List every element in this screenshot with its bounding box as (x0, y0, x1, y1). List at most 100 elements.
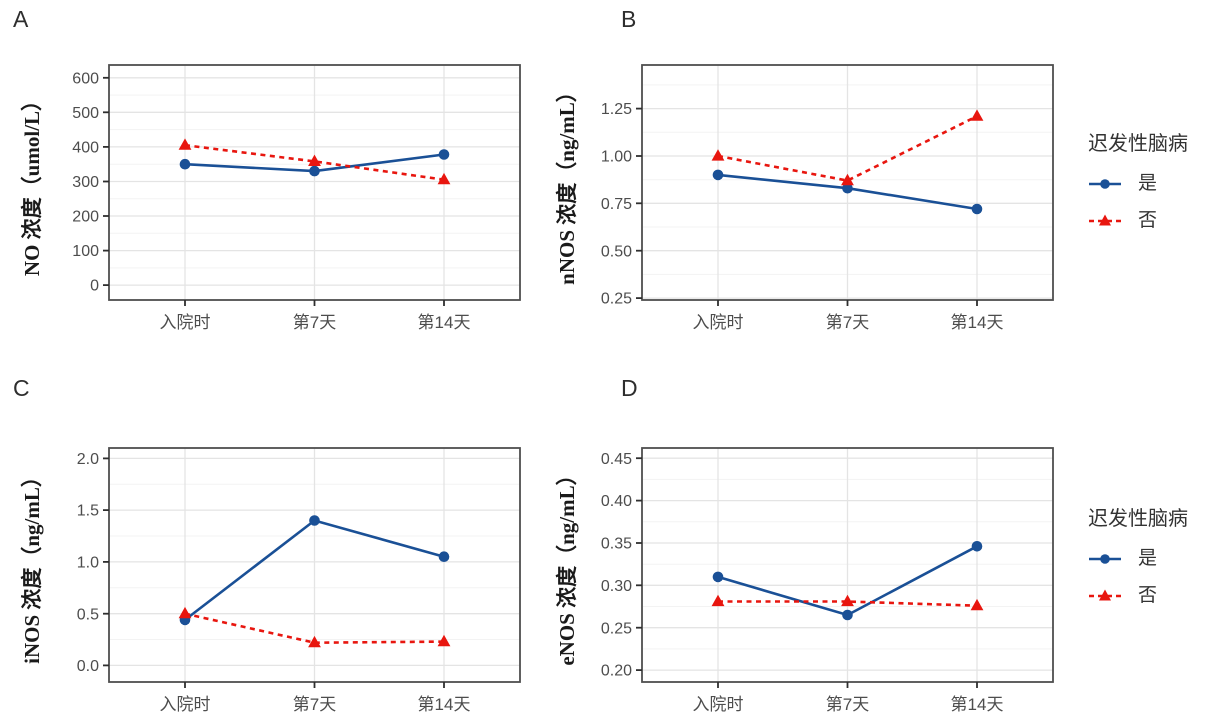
x-tick-label: 第14天 (418, 695, 471, 714)
chart-panel-a: 0 100 200 300 400 500 600 入院时 第7天 第14天 (72, 64, 521, 332)
data-point-circle (712, 571, 724, 583)
data-point-triangle (841, 173, 854, 186)
chart-panel-c: 0.0 0.5 1.0 1.5 2.0 入院时 第7天 第14天 (77, 447, 521, 714)
y-tick-label: 200 (72, 209, 99, 226)
data-point-triangle (970, 109, 984, 121)
data-point-circle (842, 182, 853, 194)
yes-series-key-icon (1089, 554, 1121, 564)
data-point-triangle (308, 154, 321, 166)
legend-top: 迟发性脑病 是 否 (1088, 131, 1220, 247)
y-axis-ticks: 0.0 0.5 1.0 1.5 2.0 (77, 451, 109, 675)
y-tick-label: 0.20 (601, 663, 632, 680)
data-point-triangle (711, 594, 725, 607)
data-point-triangle (437, 634, 451, 647)
data-point-circle (438, 149, 450, 160)
x-axis-ticks: 入院时 第7天 第14天 (693, 682, 1004, 714)
series-yes (179, 149, 450, 177)
gridlines-major (109, 65, 520, 300)
y-tick-label: 0.40 (601, 493, 632, 510)
panel-letter-a: A (13, 6, 29, 32)
y-tick-label: 2.0 (77, 451, 99, 468)
no-series-key-icon (1089, 589, 1121, 601)
y-tick-label: 0.0 (77, 658, 99, 675)
x-tick-label: 第14天 (951, 313, 1004, 332)
legend-item-label: 否 (1138, 585, 1158, 606)
panel-letter-c: C (13, 375, 30, 401)
y-tick-label: 300 (72, 174, 99, 191)
x-tick-label: 入院时 (160, 695, 211, 714)
data-point-triangle (841, 594, 854, 607)
y-tick-label: 600 (72, 70, 99, 87)
panel-letter-d: D (621, 375, 638, 401)
y-tick-label: 0.75 (601, 196, 632, 213)
series-no (178, 138, 451, 185)
data-point-circle (438, 551, 450, 562)
legend-item-yes: 是 (1088, 548, 1220, 570)
y-tick-label: 1.0 (77, 555, 99, 572)
series-no (711, 109, 984, 186)
data-point-circle (309, 165, 320, 177)
no-series-key-icon (1089, 214, 1121, 226)
x-tick-label: 入院时 (160, 313, 211, 332)
y-tick-label: 1.00 (601, 149, 632, 166)
x-tick-label: 第7天 (826, 695, 869, 714)
legend-item-label: 是 (1138, 173, 1158, 194)
y-tick-label: 100 (72, 243, 99, 260)
series-line (717, 115, 978, 182)
data-point-triangle (178, 606, 192, 619)
legend-item-yes: 是 (1088, 173, 1220, 195)
panel-letter-b: B (621, 6, 637, 32)
x-axis-ticks: 入院时 第7天 第14天 (693, 300, 1004, 332)
x-tick-label: 第7天 (293, 695, 336, 714)
x-tick-label: 入院时 (693, 695, 744, 714)
chart-panel-b: 0.25 0.50 0.75 1.00 1.25 入院时 第7天 第14天 (601, 64, 1054, 332)
legend-bottom: 迟发性脑病 是 否 (1088, 506, 1220, 622)
data-point-circle (712, 169, 724, 181)
y-tick-label: 0.25 (601, 620, 632, 637)
legend-item-label: 否 (1138, 210, 1158, 231)
series-line (184, 612, 445, 645)
legend-item-no: 否 (1088, 585, 1220, 607)
data-point-triangle (970, 598, 984, 611)
x-axis-ticks: 入院时 第7天 第14天 (160, 300, 471, 332)
y-axis-ticks: 0 100 200 300 400 500 600 (72, 70, 109, 295)
x-tick-label: 第14天 (418, 313, 471, 332)
gridlines-major (642, 448, 1053, 682)
x-axis-ticks: 入院时 第7天 第14天 (160, 682, 471, 714)
y-tick-label: 1.5 (77, 503, 99, 520)
x-tick-label: 第7天 (826, 313, 869, 332)
y-axis-ticks: 0.20 0.25 0.30 0.35 0.40 0.45 (601, 451, 642, 680)
y-tick-label: 0 (90, 278, 99, 295)
data-point-triangle (437, 172, 451, 185)
y-axis-ticks: 0.25 0.50 0.75 1.00 1.25 (601, 101, 642, 308)
data-point-circle (309, 515, 320, 526)
yes-series-key-icon (1089, 179, 1121, 189)
series-no (178, 606, 451, 648)
data-point-circle (179, 158, 191, 170)
legend-title: 迟发性脑病 (1088, 133, 1188, 155)
y-tick-label: 1.25 (601, 101, 632, 118)
data-point-triangle (308, 635, 321, 648)
x-tick-label: 第14天 (951, 695, 1004, 714)
data-point-circle (842, 609, 853, 621)
y-tick-label: 0.25 (601, 291, 632, 308)
data-point-circle (971, 203, 983, 215)
legend-item-no: 否 (1088, 210, 1220, 232)
y-tick-label: 400 (72, 140, 99, 157)
x-tick-label: 第7天 (293, 313, 336, 332)
y-tick-label: 0.35 (601, 536, 632, 553)
data-point-triangle (711, 149, 725, 161)
y-tick-label: 500 (72, 105, 99, 122)
legend-item-label: 是 (1138, 548, 1158, 569)
y-tick-label: 0.50 (601, 243, 632, 260)
legend-title: 迟发性脑病 (1088, 508, 1188, 530)
chart-panel-d: 0.20 0.25 0.30 0.35 0.40 0.45 入院时 第7天 第14天 (601, 447, 1054, 714)
y-tick-label: 0.30 (601, 578, 632, 595)
y-tick-label: 0.5 (77, 606, 99, 623)
series-no (711, 594, 984, 611)
data-point-triangle (178, 138, 192, 150)
series-yes (712, 541, 983, 621)
x-tick-label: 入院时 (693, 313, 744, 332)
y-tick-label: 0.45 (601, 451, 632, 468)
